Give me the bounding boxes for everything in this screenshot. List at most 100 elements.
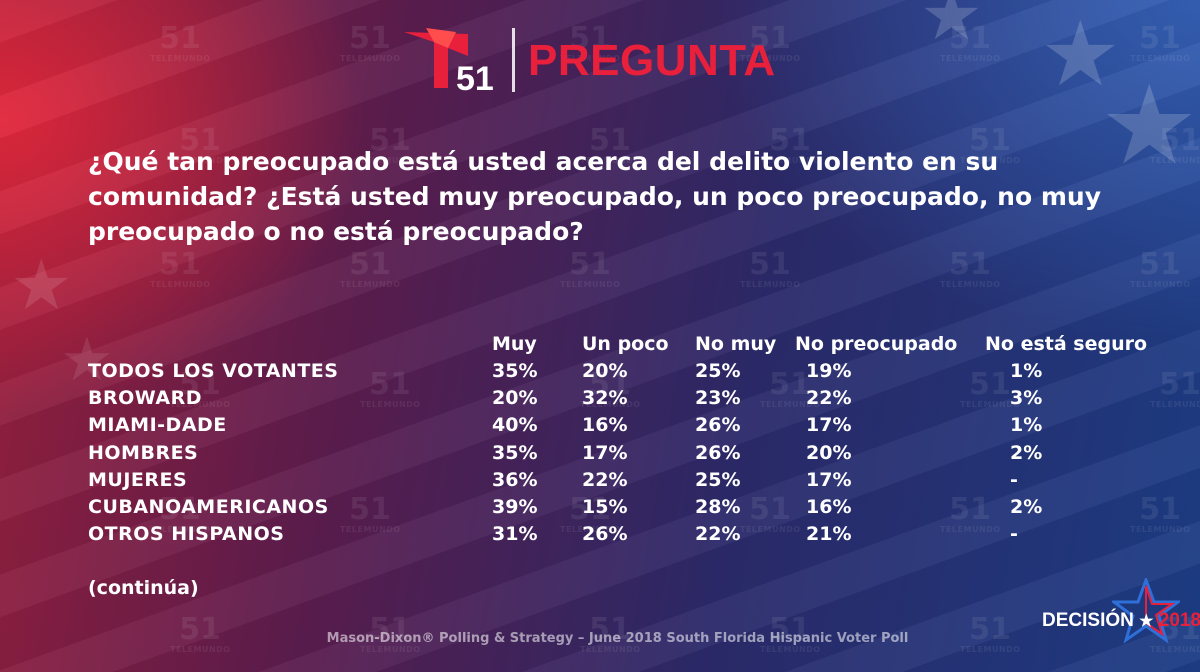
table-cell: 25% — [695, 360, 741, 382]
table-cell: 20% — [806, 442, 852, 464]
watermark-number: 51 — [1139, 247, 1181, 282]
watermark-brand: TELEMUNDO — [740, 280, 801, 289]
table-cell: 2% — [1010, 496, 1043, 518]
table-cell: 25% — [695, 469, 741, 491]
watermark-brand: TELEMUNDO — [580, 400, 641, 409]
column-header: Un poco — [582, 333, 669, 355]
star-decoration: ★ — [1040, 2, 1121, 107]
watermark-number: 51 — [949, 247, 991, 282]
star-decoration: ★ — [920, 0, 983, 56]
watermark-number: 51 — [369, 123, 411, 158]
table-cell: - — [1010, 469, 1018, 491]
watermark-number: 51 — [749, 21, 791, 56]
table-cell: 1% — [1010, 360, 1043, 382]
decision-star-icon — [1112, 578, 1180, 644]
watermark-brand: TELEMUNDO — [150, 280, 211, 289]
watermark-number: 51 — [769, 612, 811, 647]
table-cell: 16% — [582, 414, 628, 436]
watermark-brand: TELEMUNDO — [560, 280, 621, 289]
watermark-number: 51 — [749, 247, 791, 282]
watermark-brand: TELEMUNDO — [560, 525, 621, 534]
table-cell: 1% — [1010, 414, 1043, 436]
watermark-brand: TELEMUNDO — [360, 400, 421, 409]
table-cell: 39% — [492, 496, 538, 518]
watermark-brand: TELEMUNDO — [1150, 645, 1200, 654]
watermark-number: 51 — [369, 367, 411, 402]
watermark-number: 51 — [179, 612, 221, 647]
watermark-brand: TELEMUNDO — [580, 156, 641, 165]
table-cell: 35% — [492, 442, 538, 464]
watermark-brand: TELEMUNDO — [1130, 280, 1191, 289]
table-cell: 3% — [1010, 387, 1043, 409]
logo-number: 51 — [456, 60, 494, 92]
table-cell: 19% — [806, 360, 852, 382]
table-cell: 20% — [582, 360, 628, 382]
watermark-brand: TELEMUNDO — [940, 525, 1001, 534]
watermark-brand: TELEMUNDO — [340, 525, 401, 534]
column-header: No está seguro — [985, 333, 1148, 355]
watermark-brand: TELEMUNDO — [170, 156, 231, 165]
row-label: TODOS LOS VOTANTES — [88, 360, 339, 382]
star-decoration: ★ — [1100, 61, 1199, 189]
table-cell: 16% — [806, 496, 852, 518]
table-cell: 32% — [582, 387, 628, 409]
watermark-brand: TELEMUNDO — [740, 525, 801, 534]
watermark-brand: TELEMUNDO — [960, 156, 1021, 165]
source-footer: Mason-Dixon® Polling & Strategy – June 2… — [326, 631, 909, 646]
row-label: OTROS HISPANOS — [88, 523, 285, 545]
watermark-number: 51 — [589, 367, 631, 402]
table-cell: 23% — [695, 387, 741, 409]
watermark-brand: TELEMUNDO — [760, 645, 821, 654]
logo-divider — [512, 28, 515, 92]
watermark-number: 51 — [969, 612, 1011, 647]
table-cell: 40% — [492, 414, 538, 436]
watermark-number: 51 — [159, 21, 201, 56]
watermark-number: 51 — [749, 492, 791, 527]
column-header: No muy — [695, 333, 777, 355]
header-title: PREGUNTA — [528, 36, 776, 85]
watermark-brand: TELEMUNDO — [1150, 156, 1200, 165]
watermark-number: 51 — [349, 21, 391, 56]
watermark-brand: TELEMUNDO — [1150, 400, 1200, 409]
watermark-number: 51 — [949, 21, 991, 56]
watermark-number: 51 — [1159, 367, 1200, 402]
table-cell: 26% — [695, 442, 741, 464]
table-cell: 22% — [806, 387, 852, 409]
continua-label: (continúa) — [88, 577, 199, 599]
watermark-number: 51 — [179, 123, 221, 158]
table-cell: 35% — [492, 360, 538, 382]
watermark-brand: TELEMUNDO — [360, 645, 421, 654]
star-decoration: ★ — [10, 244, 73, 326]
table-cell: 31% — [492, 523, 538, 545]
watermark-brand: TELEMUNDO — [580, 645, 641, 654]
watermark-number: 51 — [569, 21, 611, 56]
question-text: ¿Qué tan preocupado está usted acerca de… — [88, 147, 1102, 246]
table-cell: 26% — [582, 523, 628, 545]
star-decoration: ★ — [60, 325, 114, 395]
watermark-number: 51 — [1139, 21, 1181, 56]
watermark-number: 51 — [179, 367, 221, 402]
decision-word: DECISIÓN — [1042, 610, 1134, 631]
watermark-brand: TELEMUNDO — [940, 280, 1001, 289]
